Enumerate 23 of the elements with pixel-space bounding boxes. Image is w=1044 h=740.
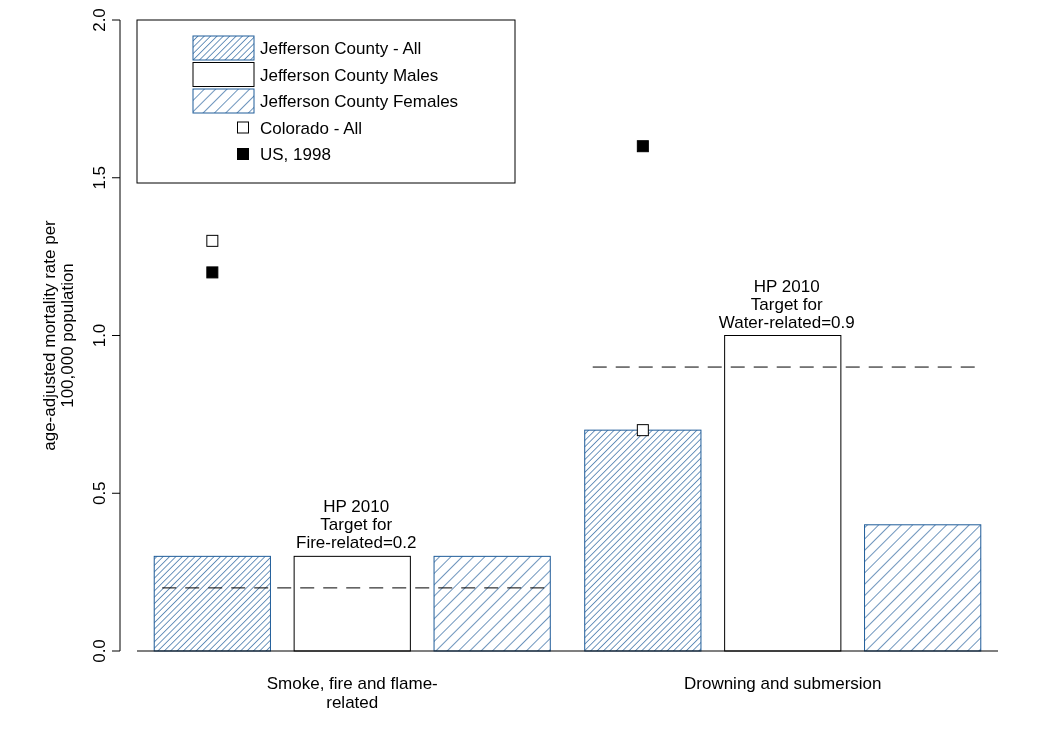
y-tick-label: 0.5 [90, 481, 109, 506]
bar [153, 555, 271, 652]
legend-label: Jefferson County Males [260, 65, 439, 85]
y-tick-label: 2.0 [90, 8, 109, 32]
legend-label: Jefferson County - All [260, 39, 422, 58]
y-tick-label: 0.0 [90, 639, 109, 663]
legend-label: Jefferson County Females [260, 92, 459, 111]
legend-label: Colorado - All [260, 118, 363, 138]
bar [584, 429, 702, 652]
y-tick-label: 1.0 [90, 323, 109, 348]
y-tick-label: 1.5 [90, 165, 109, 190]
point [636, 424, 649, 437]
point [636, 140, 649, 153]
ref-line-label: HP 2010 Target for Water-related=0.9 [718, 276, 855, 332]
legend-label: US, 1998 [260, 145, 331, 164]
ref-line-label: HP 2010 Target for Fire-related=0.2 [296, 497, 417, 553]
x-tick-label: Smoke, fire and flame-related [266, 674, 438, 712]
bar [433, 555, 551, 652]
point [206, 234, 219, 247]
x-tick-label: Drowning and submersion [684, 674, 882, 693]
point [206, 266, 219, 279]
y-axis-title: age-adjusted mortality rate per 100,000 population [40, 219, 77, 451]
bar [864, 524, 982, 652]
